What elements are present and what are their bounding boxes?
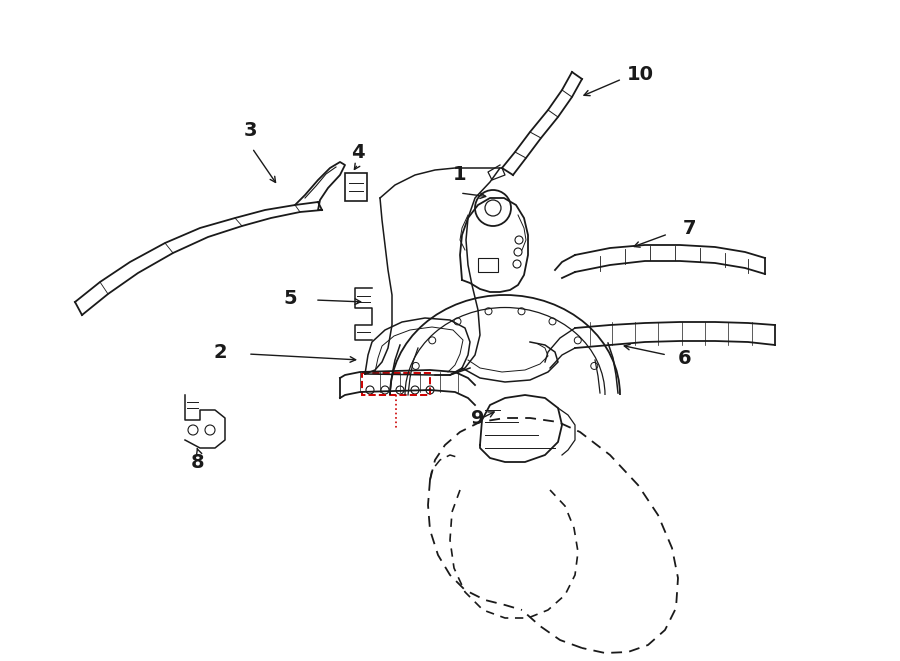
Text: 6: 6 <box>679 348 692 368</box>
Text: 1: 1 <box>454 165 467 184</box>
Text: 3: 3 <box>243 120 256 139</box>
Bar <box>478 258 498 272</box>
Text: 5: 5 <box>284 288 297 307</box>
Bar <box>362 373 430 395</box>
Text: 8: 8 <box>191 453 205 471</box>
Text: 9: 9 <box>472 408 485 428</box>
Text: 7: 7 <box>683 219 697 237</box>
Text: 2: 2 <box>213 342 227 362</box>
Text: 4: 4 <box>351 143 364 161</box>
Text: 10: 10 <box>626 65 653 85</box>
Bar <box>345 173 367 201</box>
